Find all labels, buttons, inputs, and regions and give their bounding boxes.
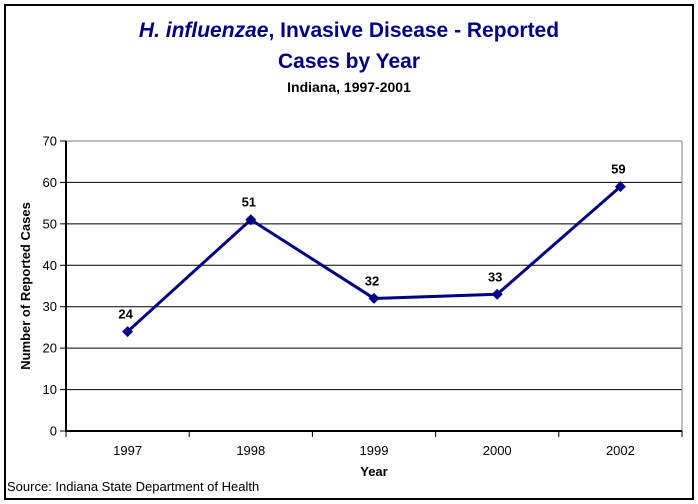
data-label: 32 [365,273,379,288]
x-tick-label: 2002 [606,443,635,458]
chart-title-line1: H. influenzae, Invasive Disease - Report… [0,15,698,46]
y-axis-title: Number of Reported Cases [18,202,33,370]
data-label: 33 [488,269,502,284]
title-italic-part: H. influenzae [138,19,269,42]
data-point-marker [614,181,626,193]
data-label: 24 [118,307,133,322]
data-point-marker [491,288,503,300]
y-tick-label: 50 [43,216,57,231]
data-label: 51 [242,195,256,210]
title-rest-part: , Invasive Disease - Reported [268,19,560,42]
y-tick-label: 20 [43,341,57,356]
x-tick-label: 1998 [236,443,265,458]
data-label: 59 [611,162,625,177]
data-point-marker [368,292,380,304]
x-tick-label: 1999 [360,443,389,458]
x-axis-title: Year [360,464,387,479]
y-tick-label: 10 [43,382,57,397]
chart-title-block: H. influenzae, Invasive Disease - Report… [0,15,698,97]
data-point-marker [122,326,134,338]
y-tick-label: 70 [43,134,57,149]
x-tick-label: 2000 [483,443,512,458]
y-tick-label: 60 [43,175,57,190]
data-point-marker [245,214,257,226]
chart-title-line2: Cases by Year [277,50,421,73]
y-tick-label: 30 [43,299,57,314]
x-tick-label: 1997 [113,443,142,458]
series-line [126,185,622,333]
source-note: Source: Indiana State Department of Heal… [7,479,260,494]
y-tick-label: 40 [43,258,57,273]
chart-border [4,4,694,500]
y-tick-label: 0 [50,424,57,439]
chart-subtitle: Indiana, 1997-2001 [287,79,411,95]
